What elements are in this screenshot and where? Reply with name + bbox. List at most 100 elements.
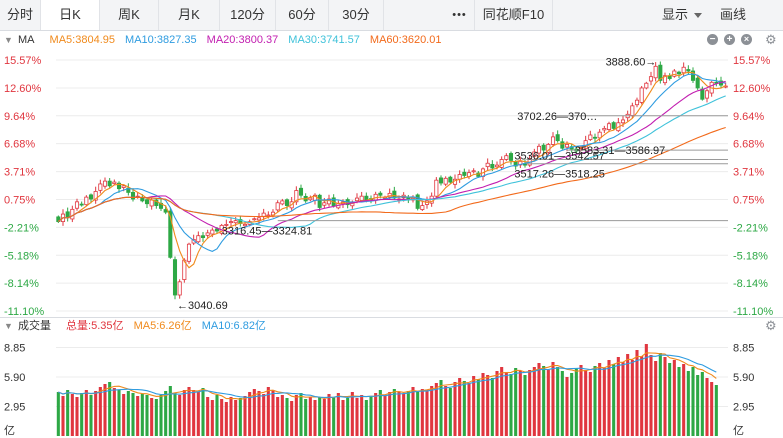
volume-bar bbox=[565, 377, 569, 436]
candle bbox=[294, 186, 299, 205]
volume-bar bbox=[602, 368, 606, 436]
candle bbox=[112, 179, 117, 185]
volume-bar bbox=[187, 387, 191, 436]
candle bbox=[606, 121, 612, 133]
candle bbox=[508, 151, 514, 165]
volume-bar bbox=[584, 370, 588, 436]
volume-bar bbox=[537, 363, 541, 436]
volume-bar bbox=[220, 399, 224, 436]
volume-bar bbox=[616, 357, 620, 436]
candle bbox=[56, 215, 61, 224]
tab-weekly-k[interactable]: 周K bbox=[100, 0, 159, 30]
indicator-name[interactable]: MA bbox=[17, 34, 35, 46]
candle bbox=[462, 168, 467, 179]
volume-bar bbox=[495, 371, 499, 436]
pane-divider[interactable] bbox=[0, 317, 783, 318]
candle bbox=[65, 207, 70, 222]
volume-indicator-name[interactable]: 成交量 bbox=[17, 320, 51, 332]
volume-tick-left: 5.90 bbox=[4, 372, 25, 384]
volume-bar bbox=[490, 378, 494, 436]
volume-bar bbox=[98, 387, 102, 436]
volume-bar bbox=[350, 392, 354, 436]
volume-bar bbox=[434, 383, 438, 436]
volume-bar bbox=[94, 391, 98, 436]
volume-bar bbox=[66, 390, 70, 436]
ma60-line bbox=[57, 126, 726, 223]
collapse-chevron-icon[interactable]: ▼ bbox=[4, 321, 13, 331]
collapse-chevron-icon[interactable]: ▼ bbox=[4, 35, 13, 45]
ma20-value: MA20:3800.37 bbox=[206, 34, 279, 46]
volume-bar bbox=[649, 355, 653, 436]
volume-bar bbox=[201, 388, 205, 436]
tab-monthly-k[interactable]: 月K bbox=[159, 0, 220, 30]
volume-bar bbox=[89, 395, 93, 436]
gear-icon[interactable]: ⚙ bbox=[765, 32, 777, 47]
volume-bar bbox=[164, 391, 168, 436]
tab-60min[interactable]: 60分 bbox=[276, 0, 329, 30]
chevron-down-icon bbox=[694, 13, 702, 18]
candle bbox=[667, 73, 672, 81]
candle bbox=[280, 198, 285, 206]
volume-bar bbox=[392, 389, 396, 436]
volume-bar bbox=[388, 392, 392, 436]
candle bbox=[616, 117, 621, 133]
volume-bar bbox=[556, 367, 560, 436]
candle bbox=[541, 143, 546, 154]
volume-bar bbox=[383, 395, 387, 436]
candle bbox=[648, 71, 654, 86]
volume-bar bbox=[532, 367, 536, 436]
close-icon[interactable]: × bbox=[741, 34, 752, 45]
volume-bar bbox=[654, 361, 658, 436]
candle bbox=[312, 193, 318, 205]
volume-bar bbox=[262, 394, 266, 436]
volume-bar bbox=[700, 372, 704, 436]
volume-bar bbox=[696, 375, 700, 436]
volume-bar bbox=[206, 397, 210, 436]
volume-bar bbox=[430, 386, 434, 436]
kline-chart[interactable]: 3888.60→ ←3040.69 3702.26—370… 3583.31—3586… bbox=[0, 48, 783, 318]
display-menu-button[interactable]: 显示 bbox=[662, 0, 688, 30]
candle bbox=[74, 198, 80, 211]
volume-bar bbox=[682, 364, 686, 436]
volume-chart[interactable]: 8.85 5.90 2.95 亿 8.85 5.90 2.95 亿 bbox=[0, 334, 783, 438]
candle bbox=[695, 75, 700, 90]
y-tick-label-left: -5.18% bbox=[4, 250, 39, 262]
volume-tick-right: 5.90 bbox=[733, 372, 754, 384]
more-periods-button[interactable]: ••• bbox=[445, 0, 475, 30]
zoom-out-icon[interactable]: − bbox=[707, 34, 718, 45]
tab-daily-k[interactable]: 日K bbox=[41, 0, 100, 30]
volume-bar bbox=[509, 374, 513, 436]
vol-ma10: MA10:6.82亿 bbox=[201, 320, 266, 332]
candle bbox=[690, 67, 696, 83]
ma10-value: MA10:3827.35 bbox=[125, 34, 197, 46]
tab-intraday[interactable]: 分时 bbox=[0, 0, 41, 30]
tab-f10[interactable]: 同花顺F10 bbox=[475, 0, 553, 30]
candle bbox=[107, 178, 112, 188]
tab-120min[interactable]: 120分 bbox=[220, 0, 276, 30]
volume-bar bbox=[178, 395, 182, 436]
candle bbox=[602, 125, 607, 134]
volume-gear-icon[interactable]: ⚙ bbox=[765, 318, 777, 333]
zoom-in-icon[interactable]: + bbox=[724, 34, 735, 45]
volume-bar bbox=[626, 354, 630, 436]
volume-bar bbox=[355, 398, 359, 436]
volume-bar bbox=[542, 366, 546, 436]
tab-30min[interactable]: 30分 bbox=[329, 0, 384, 30]
draw-line-button[interactable]: 画线 bbox=[720, 7, 747, 22]
y-tick-label-left: 6.68% bbox=[4, 139, 35, 151]
volume-bar bbox=[448, 388, 452, 436]
volume-bar bbox=[439, 380, 443, 436]
volume-bar bbox=[705, 378, 709, 436]
volume-bar bbox=[416, 392, 420, 436]
ma60-value: MA60:3620.01 bbox=[369, 34, 442, 46]
candle bbox=[681, 62, 686, 77]
volume-bar bbox=[108, 382, 112, 436]
volume-bar bbox=[411, 387, 415, 436]
y-tick-label-left: -11.10% bbox=[4, 306, 44, 318]
volume-unit-right: 亿 bbox=[733, 424, 744, 437]
candle bbox=[443, 176, 448, 187]
volume-bar bbox=[523, 375, 527, 436]
candle bbox=[611, 121, 616, 131]
volume-bar bbox=[640, 356, 644, 436]
y-tick-label-left: -2.21% bbox=[4, 222, 39, 234]
